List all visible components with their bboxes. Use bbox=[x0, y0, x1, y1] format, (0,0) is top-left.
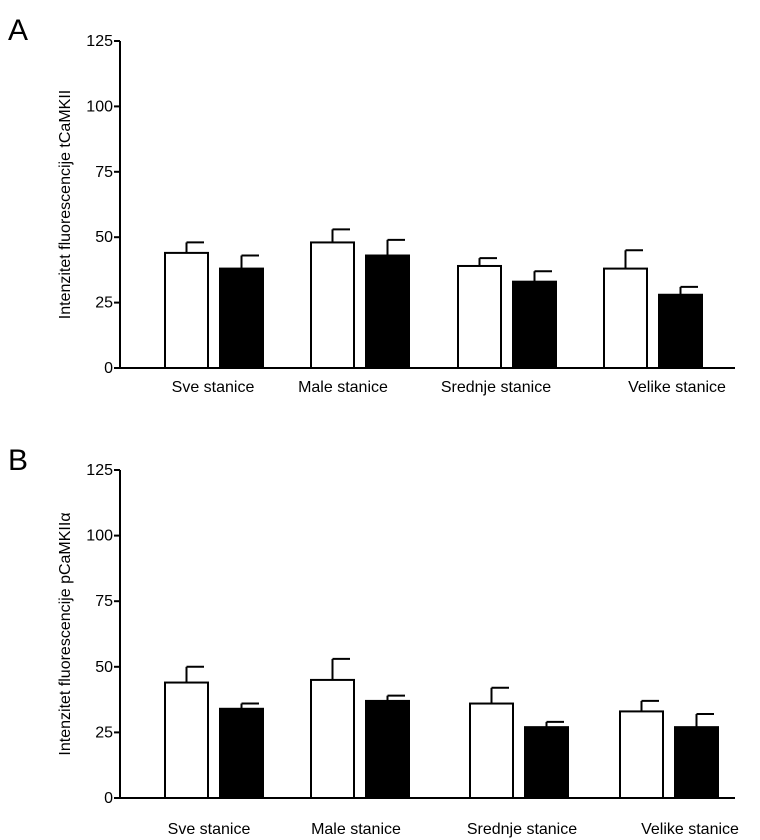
bar bbox=[365, 254, 410, 369]
bar bbox=[164, 251, 209, 369]
bar bbox=[603, 267, 648, 370]
category-label: Srednje stanice bbox=[467, 821, 577, 838]
y-axis-title: Intenzitet fluorescencije pCaMKIIα bbox=[57, 512, 74, 755]
y-tick-label: 0 bbox=[104, 360, 113, 377]
bar bbox=[164, 681, 209, 800]
panel-b: B Intenzitet fluorescencije pCaMKIIα 0 25 50… bbox=[8, 444, 739, 838]
y-tick-label: 125 bbox=[86, 33, 113, 50]
bar bbox=[524, 726, 569, 799]
bar bbox=[469, 702, 514, 800]
y-tick-label: 25 bbox=[95, 724, 113, 741]
category-label: Srednje stanice bbox=[441, 379, 551, 396]
y-axis-title: Intenzitet fluorescencije tCaMKII bbox=[57, 90, 74, 319]
y-tick-label: 100 bbox=[86, 528, 113, 545]
bar bbox=[457, 264, 502, 370]
bar bbox=[310, 678, 355, 799]
y-tick-label: 50 bbox=[95, 659, 113, 676]
bar bbox=[512, 280, 557, 369]
bar bbox=[310, 241, 355, 370]
bar bbox=[219, 267, 264, 370]
panel-a: A Intenzitet fluorescencije tCaMKII 0 25 50 7… bbox=[8, 14, 735, 396]
bar bbox=[219, 707, 264, 799]
bar bbox=[674, 726, 719, 799]
panel-letter: B bbox=[8, 444, 28, 477]
y-tick-label: 50 bbox=[95, 229, 113, 246]
y-tick-label: 100 bbox=[86, 98, 113, 115]
panel-letter: A bbox=[8, 14, 28, 47]
category-label: Velike stanice bbox=[641, 821, 739, 838]
y-tick-label: 125 bbox=[86, 462, 113, 479]
category-label: Velike stanice bbox=[628, 379, 726, 396]
category-label: Sve stanice bbox=[168, 821, 251, 838]
category-label: Male stanice bbox=[311, 821, 401, 838]
y-tick-label: 75 bbox=[95, 164, 113, 181]
bar bbox=[365, 699, 410, 799]
bar bbox=[658, 293, 703, 370]
y-tick-label: 75 bbox=[95, 593, 113, 610]
category-label: Male stanice bbox=[298, 379, 388, 396]
y-tick-label: 25 bbox=[95, 295, 113, 312]
bar bbox=[619, 710, 664, 800]
category-label: Sve stanice bbox=[172, 379, 255, 396]
y-tick-label: 0 bbox=[104, 790, 113, 807]
